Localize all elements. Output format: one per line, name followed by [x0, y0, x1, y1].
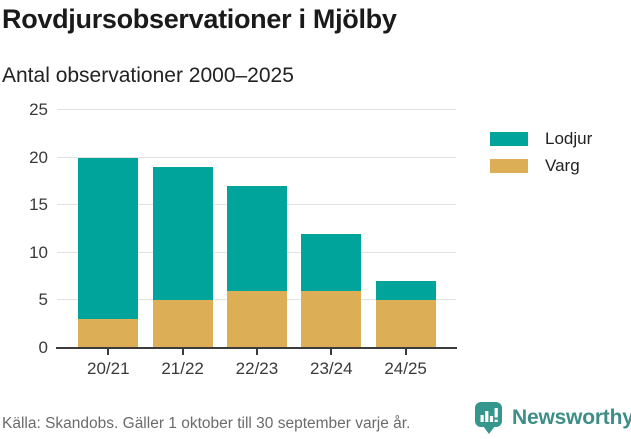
bar-segment-lodjur [301, 233, 362, 291]
y-tick-label: 20 [29, 147, 48, 167]
chart-subtitle: Antal observationer 2000–2025 [2, 64, 294, 87]
x-tick [107, 349, 110, 355]
x-tick-label: 22/23 [235, 359, 279, 378]
x-tick [255, 349, 258, 355]
bar-segment-lodjur [375, 281, 436, 301]
y-tick-label: 0 [38, 338, 48, 357]
bar-segment-lodjur [78, 157, 139, 320]
x-tick [330, 349, 333, 355]
y-tick-label: 15 [29, 195, 48, 215]
y-tick-label: 5 [38, 290, 48, 310]
newsworthy-icon [475, 402, 502, 434]
gridline [57, 156, 456, 158]
legend-swatch-lodjur [490, 132, 528, 146]
legend-swatch-varg [490, 159, 528, 173]
bar-segment-varg [78, 319, 139, 348]
y-tick-label: 25 [29, 100, 48, 119]
x-tick-label: 23/24 [310, 359, 353, 378]
x-axis-line [56, 347, 457, 349]
x-tick [404, 349, 407, 355]
x-tick-label: 20/21 [87, 359, 130, 378]
bar-segment-lodjur [226, 186, 287, 291]
bar-segment-varg [375, 300, 436, 348]
source-note: Källa: Skandobs. Gäller 1 oktober till 3… [2, 415, 411, 432]
bar-segment-varg [152, 300, 213, 348]
newsworthy-logo: Newsworthy [474, 401, 631, 435]
legend-label-varg: Varg [545, 156, 580, 175]
newsworthy-wordmark: Newsworthy [512, 406, 631, 429]
y-tick-label: 10 [29, 242, 48, 262]
chart-title: Rovdjursobservationer i Mjölby [2, 4, 397, 34]
bar-segment-varg [301, 290, 362, 348]
bar-segment-varg [226, 290, 287, 348]
x-tick [181, 349, 184, 355]
legend-label-lodjur: Lodjur [545, 129, 593, 148]
bar-segment-lodjur [152, 167, 213, 301]
x-tick-label: 24/25 [384, 359, 427, 378]
x-tick-label: 21/22 [161, 359, 204, 378]
gridline [57, 109, 456, 110]
